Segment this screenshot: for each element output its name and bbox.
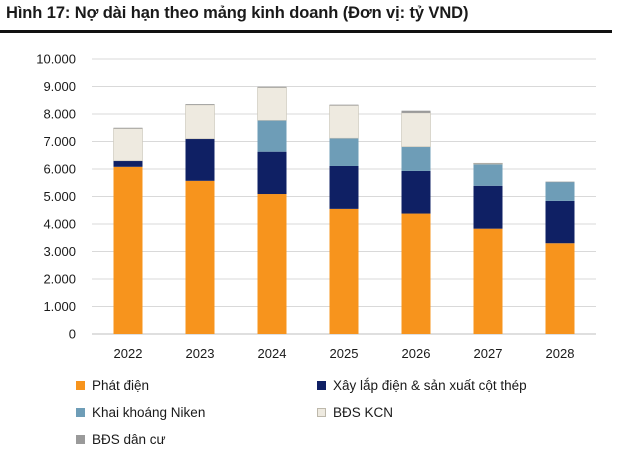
bar-segment-2024-4 — [257, 86, 287, 88]
figure-title: Hình 17: Nợ dài hạn theo mảng kinh doanh… — [6, 4, 469, 22]
x-tick-label: 2022 — [114, 346, 143, 361]
bar-segment-2028-0 — [545, 243, 575, 334]
legend-label-xay-lap-dien: Xây lắp điện & sản xuất cột thép — [333, 378, 527, 393]
legend-item-bds-kcn: BĐS KCN — [317, 405, 393, 420]
legend-swatch-khai-khoang-niken — [76, 408, 85, 417]
bar-segment-2024-3 — [257, 87, 287, 121]
bar-segment-2022-1 — [113, 160, 143, 167]
bar-segment-2026-1 — [401, 170, 431, 214]
legend-label-bds-dan-cu: BĐS dân cư — [92, 432, 166, 447]
bar-segment-2022-0 — [113, 166, 143, 334]
bar-segment-2027-3 — [473, 163, 503, 165]
bar-segment-2028-4 — [545, 181, 575, 183]
bar-segment-2023-4 — [185, 104, 215, 105]
bar-segment-2027-1 — [473, 185, 503, 229]
x-tick-label: 2027 — [474, 346, 503, 361]
bar-segment-2025-3 — [329, 105, 359, 139]
x-tick-label: 2023 — [186, 346, 215, 361]
legend-label-bds-kcn: BĐS KCN — [333, 405, 394, 420]
bar-segment-2027-2 — [473, 164, 503, 186]
bar-segment-2023-3 — [185, 104, 215, 140]
y-tick-label: 8.000 — [43, 107, 76, 122]
y-tick-label: 3.000 — [43, 244, 76, 259]
y-tick-label: 0 — [69, 327, 76, 342]
y-tick-label: 2.000 — [43, 272, 76, 287]
bar-segment-2026-0 — [401, 213, 431, 334]
y-tick-label: 4.000 — [43, 217, 76, 232]
legend-item-phat-dien: Phát điện — [76, 378, 149, 393]
legend-swatch-phat-dien — [76, 381, 85, 390]
stacked-bar-chart: 0 1.000 2.000 3.000 4.000 5.000 6.000 7.000 8.00… — [36, 52, 596, 361]
y-tick-label: 10.000 — [36, 52, 76, 67]
title-rule — [0, 30, 612, 33]
legend-swatch-bds-dan-cu — [76, 435, 85, 444]
bar-segment-2023-0 — [185, 180, 215, 334]
bar-segment-2026-2 — [401, 146, 431, 171]
bar-segment-2022-4 — [113, 127, 143, 129]
bar-segment-2027-4 — [473, 162, 503, 164]
legend-item-khai-khoang-niken: Khai khoáng Niken — [76, 405, 205, 420]
y-tick-label: 7.000 — [43, 134, 76, 149]
bar-segment-2025-0 — [329, 208, 359, 334]
bar-segment-2024-0 — [257, 194, 287, 334]
y-tick-label: 1.000 — [43, 299, 76, 314]
legend-swatch-xay-lap-dien — [317, 381, 326, 390]
y-tick-label: 5.000 — [43, 189, 76, 204]
legend-item-xay-lap-dien: Xây lắp điện & sản xuất cột thép — [317, 378, 527, 393]
bar-segment-2024-1 — [257, 151, 287, 195]
x-tick-label: 2024 — [258, 346, 287, 361]
bar-segment-2022-3 — [113, 128, 143, 162]
bar-segment-2027-0 — [473, 228, 503, 334]
bar-segment-2028-2 — [545, 181, 575, 201]
x-tick-label: 2028 — [546, 346, 575, 361]
y-tick-label: 9.000 — [43, 79, 76, 94]
x-tick-label: 2026 — [402, 346, 431, 361]
bar-segment-2023-1 — [185, 138, 215, 181]
x-tick-label: 2025 — [330, 346, 359, 361]
bar-segment-2024-2 — [257, 120, 287, 152]
legend-label-phat-dien: Phát điện — [92, 378, 150, 393]
legend-label-khai-khoang-niken: Khai khoáng Niken — [92, 405, 206, 420]
bar-segment-2025-2 — [329, 138, 359, 166]
bar-segment-2026-4 — [401, 110, 431, 113]
legend-item-bds-dan-cu: BĐS dân cư — [76, 432, 166, 447]
bar-segment-2026-3 — [401, 112, 431, 148]
bar-segment-2025-4 — [329, 104, 359, 106]
legend-swatch-bds-kcn — [317, 408, 326, 417]
bar-segment-2025-1 — [329, 165, 359, 209]
bar-segment-2028-1 — [545, 200, 575, 244]
y-tick-label: 6.000 — [43, 162, 76, 177]
chart-legend: Phát điện Xây lắp điện & sản xuất cột th… — [0, 372, 623, 453]
